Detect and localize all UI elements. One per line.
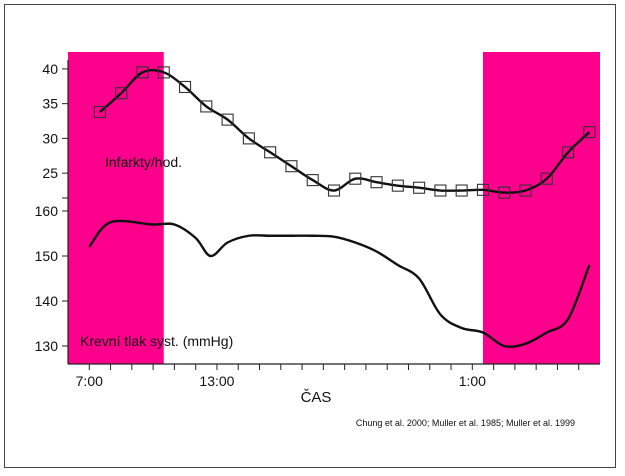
blood-pressure-series-line bbox=[88, 219, 591, 348]
infarcts-point-13 bbox=[349, 172, 362, 185]
x-tick-label-13-00: 13:00 bbox=[199, 373, 234, 389]
blood-pressure-series-label: Krevní tlak syst. (mmHg) bbox=[80, 333, 233, 349]
infarcts-point-15 bbox=[391, 179, 404, 192]
citation: Chung et al. 2000; Muller et al. 1985; M… bbox=[356, 418, 575, 428]
infarcts-point-19 bbox=[476, 183, 490, 196]
infarcts-y-tick-label-25: 25 bbox=[42, 165, 58, 181]
infarcts-point-16 bbox=[413, 181, 426, 194]
infarcts-point-10 bbox=[285, 160, 298, 173]
infarcts-point-1 bbox=[93, 105, 106, 119]
bp-y-tick-label-160: 160 bbox=[35, 203, 59, 219]
infarcts-series-label: Infarkty/hod. bbox=[105, 154, 182, 170]
x-tick-label-1-00: 1:00 bbox=[459, 373, 486, 389]
infarcts-point-2 bbox=[115, 87, 128, 100]
infarcts-point-9 bbox=[264, 146, 277, 159]
x-axis-label: ČAS bbox=[301, 389, 332, 406]
infarcts-point-5 bbox=[178, 80, 192, 94]
series-group bbox=[88, 66, 596, 348]
infarcts-point-23 bbox=[562, 146, 575, 159]
infarcts-point-22 bbox=[540, 172, 553, 185]
bp-y-tick-label-140: 140 bbox=[35, 293, 59, 309]
infarcts-point-3 bbox=[136, 66, 149, 79]
highlight-band-1 bbox=[68, 52, 164, 364]
infarcts-series-line bbox=[99, 68, 591, 194]
x-tick-label-7-00: 7:00 bbox=[76, 373, 103, 389]
infarcts-point-18 bbox=[455, 184, 468, 197]
infarcts-y-tick-label-40: 40 bbox=[42, 61, 58, 77]
infarcts-point-8 bbox=[242, 132, 255, 145]
infarcts-point-11 bbox=[306, 174, 319, 187]
axis-ticks: 25 30 35 40 130 140 150 160 7:00 13:00 1:00 bbox=[35, 61, 580, 389]
axes bbox=[62, 60, 600, 365]
infarcts-point-24 bbox=[583, 126, 596, 139]
highlight-bands bbox=[68, 52, 600, 364]
infarcts-point-4 bbox=[157, 66, 170, 79]
infarcts-point-12 bbox=[327, 184, 341, 197]
infarcts-point-21 bbox=[519, 184, 532, 197]
infarcts-point-17 bbox=[434, 184, 447, 197]
bp-y-tick-label-130: 130 bbox=[35, 338, 59, 354]
highlight-band-2 bbox=[482, 52, 600, 364]
infarcts-point-14 bbox=[370, 176, 383, 189]
infarcts-y-tick-label-35: 35 bbox=[42, 96, 58, 112]
infarcts-point-20 bbox=[498, 186, 511, 199]
infarcts-y-tick-label-30: 30 bbox=[42, 130, 58, 146]
infarcts-point-6 bbox=[200, 100, 213, 113]
infarcts-point-7 bbox=[221, 113, 234, 126]
bp-y-tick-label-150: 150 bbox=[35, 248, 59, 264]
